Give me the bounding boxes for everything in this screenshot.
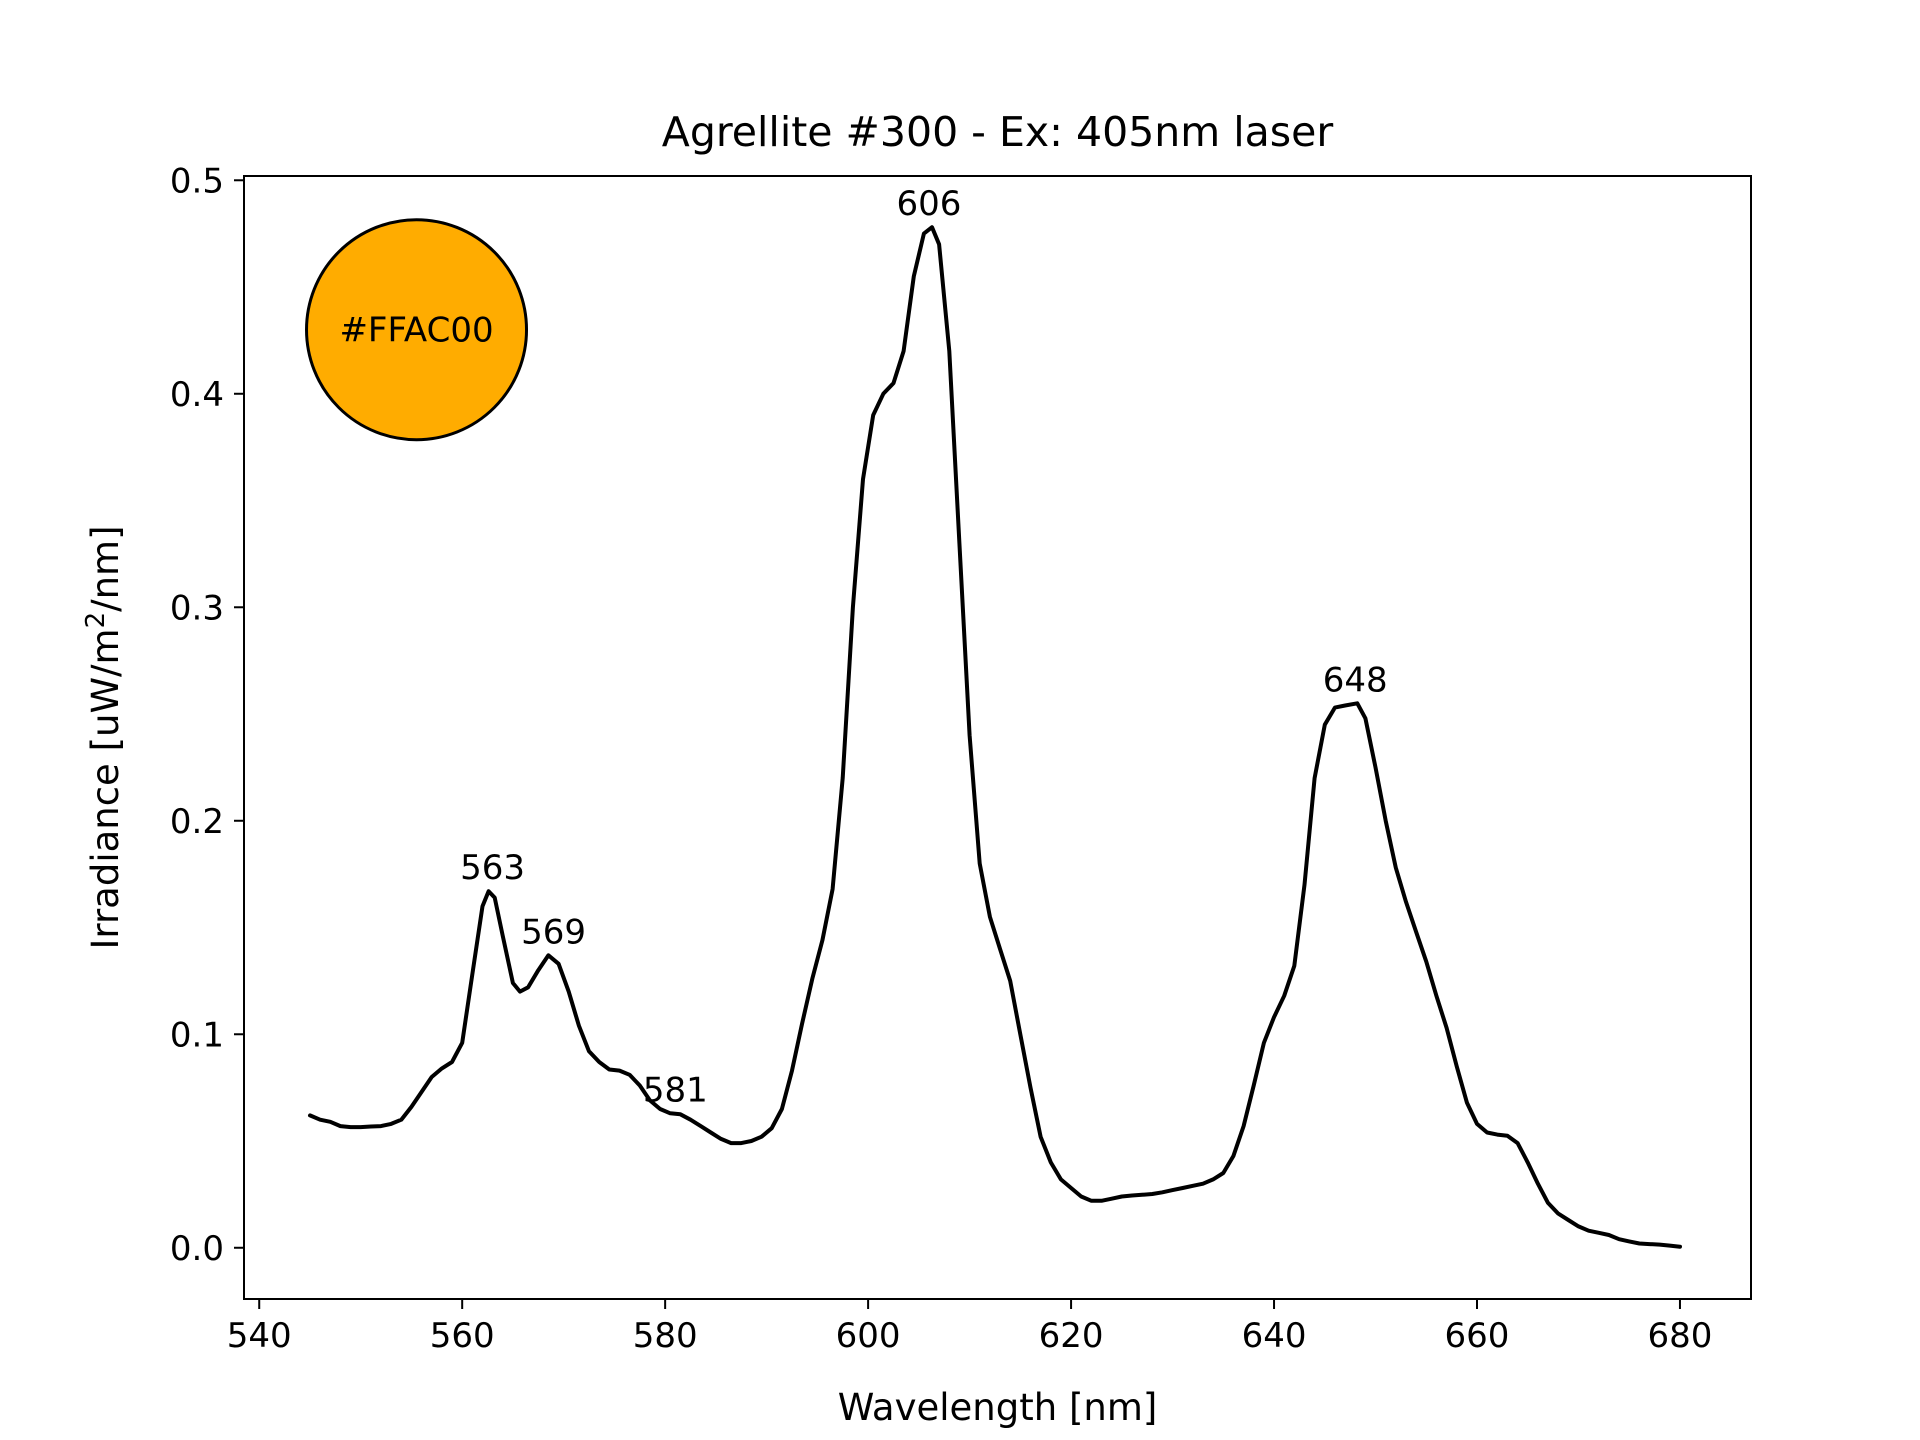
y-axis-label-main: Irradiance [uW/m [84,628,127,949]
y-tick-label: 0.4 [170,375,224,415]
peak-label: 648 [1323,660,1388,700]
plot-frame [243,175,1752,1300]
y-tick-label: 0.1 [170,1015,224,1055]
spectrum-line [308,225,1682,1249]
tick-layer: 540 560 580 600 620 640 660 680 0.0 0.1 0.2 0.3 0.4 0… [170,161,1712,1356]
x-tick-label: 600 [836,1316,901,1356]
x-axis-label: Wavelength [nm] [838,1386,1158,1429]
peak-label: 606 [897,184,962,224]
color-swatch [305,218,529,442]
x-tick-label: 660 [1445,1316,1510,1356]
plot-area-border [243,175,1752,1300]
y-tick-label: 0.5 [170,161,224,201]
y-tick-label: 0.3 [170,588,224,628]
x-tick-label: 580 [633,1316,698,1356]
x-tick-label: 640 [1242,1316,1307,1356]
x-tick-label: 680 [1648,1316,1713,1356]
y-axis-label-tail: /nm] [84,525,127,611]
peak-label: 569 [521,912,586,952]
series-layer [308,225,1682,1249]
x-tick-label: 620 [1039,1316,1104,1356]
color-swatch-label: #FFAC00 [339,311,493,351]
chart-title: Agrellite #300 - Ex: 405nm laser [662,108,1334,156]
y-axis-label: Irradiance [uW/m2/nm] [81,525,127,949]
peak-label: 563 [460,848,525,888]
y-tick-label: 0.2 [170,802,224,842]
x-tick-label: 540 [227,1316,292,1356]
y-tick-label: 0.0 [170,1229,224,1269]
peak-label: 581 [643,1070,708,1110]
annotation-layer: 563 569 581 606 648 #FFAC00 [305,184,1388,1110]
y-axis-label-superscript: 2 [81,612,111,629]
x-tick-label: 560 [430,1316,495,1356]
